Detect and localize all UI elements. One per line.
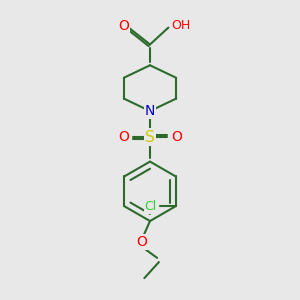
Text: O: O <box>118 20 129 33</box>
Text: S: S <box>145 130 155 145</box>
Text: Cl: Cl <box>145 200 157 213</box>
Text: O: O <box>118 130 129 144</box>
Text: N: N <box>145 104 155 118</box>
Text: O: O <box>171 130 182 144</box>
Text: O: O <box>136 235 147 249</box>
Text: OH: OH <box>171 19 190 32</box>
